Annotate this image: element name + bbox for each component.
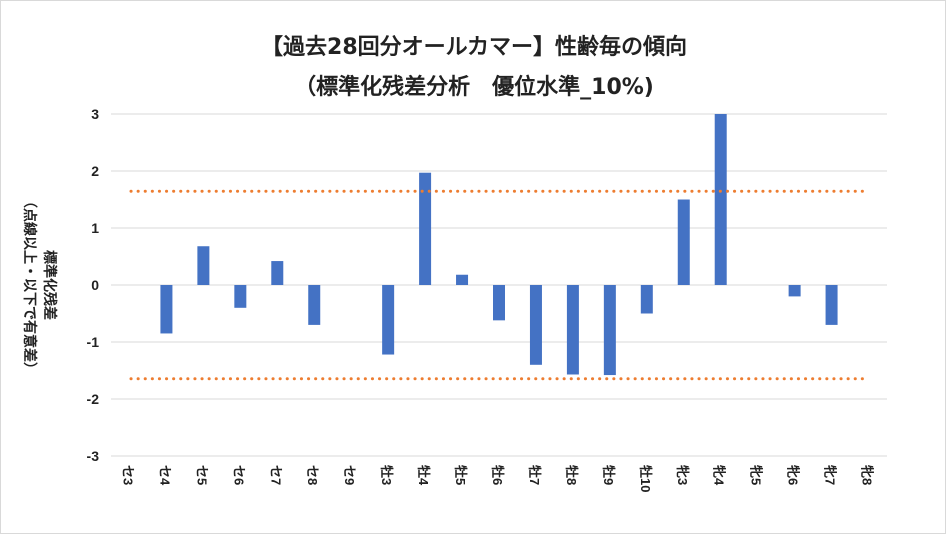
x-tick-label: セ8	[305, 465, 320, 485]
bar	[640, 285, 653, 314]
bar	[788, 285, 801, 297]
chart-title: 【過去28回分オールカマー】性齢毎の傾向	[261, 35, 687, 60]
bar	[234, 285, 247, 308]
bar	[308, 285, 321, 325]
bar	[419, 172, 432, 285]
y-tick-label: 3	[91, 106, 99, 122]
x-tick-label: セ3	[120, 465, 135, 485]
bar	[529, 285, 542, 365]
x-tick-label: 牡6	[490, 465, 505, 485]
bar	[160, 285, 173, 334]
grid-layer	[111, 113, 887, 457]
x-tick-label: セ9	[342, 465, 357, 485]
bar	[566, 285, 579, 375]
x-tick-label: 牡7	[527, 465, 542, 485]
y-tick-label: -1	[87, 334, 100, 350]
bar	[197, 246, 210, 285]
x-tick-label: 牡4	[416, 465, 431, 486]
x-tick-label: 牡5	[453, 465, 468, 485]
x-tick-labels: セ3 セ4 セ5 セ6 セ7 セ8 セ9 牡3 牡4 牡5 牡6 牡7 牡8 牡9 牡10 牝3 牝4 牝5 牝6 牝…	[120, 465, 874, 492]
y-tick-label: -2	[87, 391, 100, 407]
y-tick-label: 1	[91, 220, 99, 236]
bar	[271, 261, 284, 285]
x-tick-label: 牝3	[675, 465, 690, 485]
bar	[603, 285, 616, 376]
bar	[456, 274, 469, 285]
y-tick-labels: 3 2 1 0 -1 -2 -3	[87, 106, 100, 464]
bar	[493, 285, 505, 321]
x-tick-label: 牡3	[379, 465, 394, 485]
x-tick-label: 牡10	[638, 465, 653, 492]
x-tick-label: 牡8	[564, 465, 579, 485]
bar	[714, 114, 727, 285]
bar	[382, 285, 395, 355]
x-tick-label: セ5	[194, 465, 209, 485]
y-tick-label: 2	[91, 163, 99, 179]
y-tick-label: 0	[91, 277, 99, 293]
chart-subtitle: （標準化残差分析 優位水準_10%)	[294, 75, 654, 100]
x-tick-label: 牝5	[749, 465, 764, 485]
x-tick-label: 牝8	[860, 465, 875, 485]
x-tick-label: セ6	[231, 465, 246, 485]
y-tick-label: -3	[87, 448, 100, 464]
threshold-layer	[129, 189, 869, 381]
x-tick-label: 牝4	[712, 465, 727, 486]
bar	[825, 285, 838, 325]
x-tick-label: 牝6	[786, 465, 801, 485]
bar-layer	[160, 114, 838, 376]
x-tick-label: セ4	[157, 465, 172, 486]
x-tick-label: 牡9	[601, 465, 616, 485]
bar	[677, 199, 690, 285]
x-tick-label: 牝7	[823, 465, 838, 485]
x-tick-label: セ7	[268, 465, 283, 485]
